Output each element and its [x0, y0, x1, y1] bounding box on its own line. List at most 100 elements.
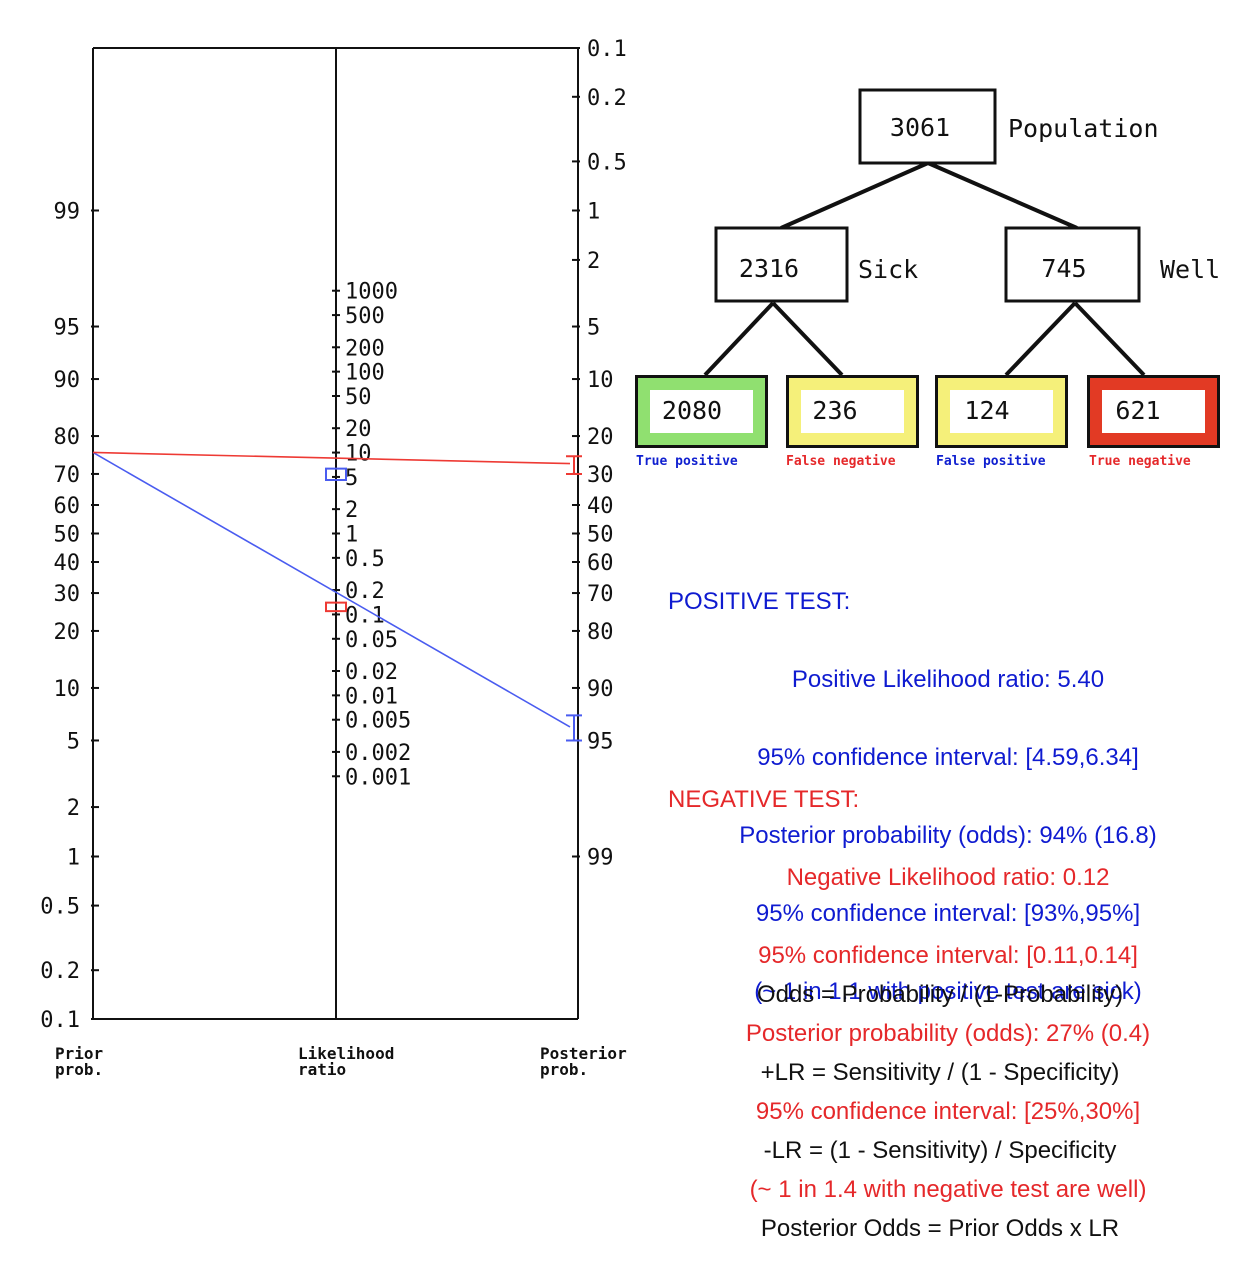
well-node	[1004, 226, 1141, 303]
leaf-true-positive: 2080 True positive	[635, 375, 768, 469]
posterior-tick-label-0p2: 0.2	[587, 86, 627, 111]
lr-caption-line2: ratio	[298, 1060, 346, 1079]
edge-well-fp	[1004, 301, 1077, 377]
edge-root-sick	[780, 161, 929, 230]
posterior-tick-label-5: 5	[587, 316, 600, 341]
lr-axis-ticks: 10005002001005020105210.50.20.10.050.020…	[332, 280, 411, 790]
posterior-tick-label-10: 10	[587, 368, 614, 393]
leaf-value-true-negative: 621	[1115, 396, 1160, 425]
formula-negative-lr: -LR = (1 - Sensitivity) / Specificity	[763, 1137, 1117, 1164]
positive-posterior-ci-line: 95% confidence interval: [93%,95%]	[755, 900, 1141, 927]
positive-lr-ci-line: 95% confidence interval: [4.59,6.34]	[757, 744, 1139, 771]
negative-lr-line: Negative Likelihood ratio: 0.12	[786, 864, 1110, 891]
prior-tick-label-0p2: 0.2	[40, 959, 80, 984]
posterior-axis-ticks: 99 95 90 80 70 60 50 40 30 20 10 5 2 1 0.5 0.2 0.1	[572, 37, 627, 871]
well-value: 745	[1041, 254, 1086, 283]
lr-tick-label-0p02: 0.02	[345, 660, 398, 685]
lr-tick-label-0p05: 0.05	[345, 628, 398, 653]
negative-posterior-line: Posterior probability (odds): 27% (0.4)	[745, 1020, 1151, 1047]
lr-tick-label-200: 200	[345, 336, 385, 361]
posterior-caption-line1: Posterior	[540, 1044, 627, 1063]
well-label: Well	[1160, 255, 1220, 284]
posterior-tick-label-1: 1	[587, 199, 600, 224]
prior-tick-label-1: 1	[67, 846, 80, 871]
sick-label: Sick	[858, 255, 918, 284]
lr-tick-label-5: 5	[345, 466, 358, 491]
posterior-tick-label-0p1: 0.1	[587, 37, 627, 62]
posterior-tick-label-95: 95	[587, 729, 614, 754]
prior-tick-label-80: 80	[54, 425, 81, 450]
nomogram-lines	[92, 451, 582, 742]
edge-sick-fn	[771, 301, 844, 377]
lr-tick-label-500: 500	[345, 304, 385, 329]
posterior-tick-label-60: 60	[587, 551, 614, 576]
negative-lr-ci-line: 95% confidence interval: [0.11,0.14]	[758, 942, 1138, 969]
formula-odds: Odds = Probability / (1-Probability)	[756, 981, 1124, 1008]
posterior-tick-label-20: 20	[587, 425, 614, 450]
lr-tick-label-0p5: 0.5	[345, 547, 385, 572]
leaf-false-negative: 236 False negative	[786, 375, 919, 469]
prior-tick-label-0p5: 0.5	[40, 895, 80, 920]
root-label: Population	[1008, 114, 1159, 143]
lr-tick-label-1: 1	[345, 523, 358, 548]
prior-tick-label-60: 60	[54, 494, 81, 519]
prior-tick-label-10: 10	[54, 677, 81, 702]
sick-node	[714, 226, 849, 303]
edge-sick-tp	[703, 301, 775, 377]
posterior-tick-label-70: 70	[587, 582, 614, 607]
positive-posterior-ci-bracket	[566, 714, 582, 742]
posterior-tick-label-80: 80	[587, 620, 614, 645]
leaf-false-positive: 124 False positive	[935, 375, 1068, 469]
negative-test-heading: NEGATIVE TEST:	[668, 786, 860, 813]
posterior-caption-line2: prob.	[540, 1060, 588, 1079]
posterior-tick-label-30: 30	[587, 463, 614, 488]
negative-lr-ci-bracket	[325, 601, 347, 613]
prior-caption-line1: Prior	[55, 1044, 103, 1063]
positive-lr-ci-bracket	[325, 467, 347, 481]
formula-positive-lr: +LR = Sensitivity / (1 - Specificity)	[760, 1059, 1120, 1086]
prior-tick-label-2: 2	[67, 796, 80, 821]
lr-tick-label-0p001: 0.001	[345, 765, 411, 790]
leaf-caption-false-positive: False positive	[936, 454, 1046, 469]
leaf-true-negative: 621 True negative	[1087, 375, 1220, 469]
root-value: 3061	[890, 113, 950, 142]
lr-tick-label-20: 20	[345, 417, 372, 442]
lr-tick-label-100: 100	[345, 361, 385, 386]
posterior-tick-label-0p5: 0.5	[587, 150, 627, 175]
posterior-tick-label-40: 40	[587, 494, 614, 519]
lr-tick-label-0p1: 0.1	[345, 603, 385, 628]
leaf-value-false-negative: 236	[812, 396, 857, 425]
negative-posterior-ci-bracket	[566, 455, 582, 475]
lr-tick-label-50: 50	[345, 385, 372, 410]
lr-caption-line1: Likelihood	[298, 1044, 394, 1063]
lr-tick-label-0p005: 0.005	[345, 709, 411, 734]
edge-root-well	[927, 161, 1078, 230]
leaf-caption-true-negative: True negative	[1089, 454, 1191, 469]
positive-test-panel: POSITIVE TEST: Positive Likelihood ratio…	[668, 537, 1228, 1031]
lr-tick-label-0p002: 0.002	[345, 741, 411, 766]
lr-tick-label-10: 10	[345, 442, 372, 467]
posterior-tick-label-2: 2	[587, 249, 600, 274]
leaf-caption-true-positive: True positive	[636, 454, 738, 469]
posterior-tick-label-99: 99	[587, 846, 614, 871]
edge-well-tn	[1073, 301, 1146, 377]
positive-test-line	[92, 451, 571, 728]
prior-tick-label-90: 90	[54, 368, 81, 393]
positive-summary-line: (~ 1 in 1.1 with positive test are sick)	[754, 978, 1142, 1005]
prior-tick-label-30: 30	[54, 582, 81, 607]
positive-lr-line: Positive Likelihood ratio: 5.40	[791, 666, 1105, 693]
prior-tick-label-5: 5	[67, 729, 80, 754]
leaf-value-true-positive: 2080	[662, 396, 722, 425]
formula-posterior-odds: Posterior Odds = Prior Odds x LR	[760, 1215, 1120, 1242]
lr-tick-label-1000: 1000	[345, 280, 398, 305]
negative-test-line	[92, 451, 571, 465]
prior-tick-label-0p1: 0.1	[40, 1008, 80, 1033]
prior-tick-label-99: 99	[54, 199, 81, 224]
posterior-tick-label-50: 50	[587, 523, 614, 548]
formula-panel: Odds = Probability / (1-Probability) +LR…	[660, 930, 1220, 1268]
leaf-value-false-positive: 124	[964, 396, 1009, 425]
prior-tick-label-40: 40	[54, 551, 81, 576]
prior-tick-label-70: 70	[54, 463, 81, 488]
lr-tick-label-0p01: 0.01	[345, 684, 398, 709]
